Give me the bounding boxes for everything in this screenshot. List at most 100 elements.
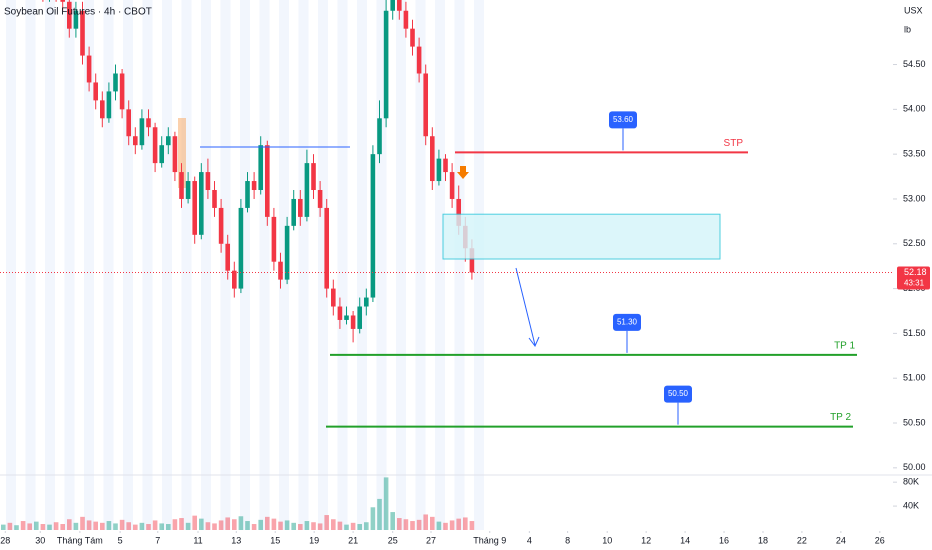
volume-bar xyxy=(199,518,204,530)
unit: lb xyxy=(904,24,911,34)
candle-body xyxy=(410,28,415,47)
session-band xyxy=(454,0,465,530)
price-tag xyxy=(897,266,930,290)
volume-bar xyxy=(311,522,316,530)
volume-bar xyxy=(34,521,39,530)
candle-body xyxy=(205,172,211,190)
candle-body xyxy=(278,261,283,280)
session-band xyxy=(25,0,36,530)
volume-bar xyxy=(27,523,33,530)
volume-bar xyxy=(53,522,59,530)
volume-bar xyxy=(278,521,283,530)
x-tick-label: 12 xyxy=(641,535,651,545)
volume-bar xyxy=(1,524,6,530)
x-tick-label: 27 xyxy=(426,535,436,545)
volume-bar xyxy=(106,521,112,530)
volume-bar xyxy=(119,519,125,530)
volume-bar xyxy=(100,522,105,530)
volume-bar xyxy=(416,519,422,530)
chart-title: Soybean Oil Futures · 4h · CBOT xyxy=(4,7,152,18)
volume-bar xyxy=(47,524,52,530)
price-pane xyxy=(42,0,475,343)
session-band xyxy=(45,0,55,530)
candle-body xyxy=(416,46,422,74)
x-tick-label: 21 xyxy=(348,535,358,545)
x-tick-label: 10 xyxy=(602,535,612,545)
session-shading xyxy=(6,0,484,530)
volume-bar xyxy=(364,522,369,530)
signal-arrow xyxy=(457,166,469,179)
session-band xyxy=(201,0,211,530)
x-tick-label: 19 xyxy=(309,535,319,545)
volume-bar xyxy=(60,524,66,530)
candle-body xyxy=(271,216,277,262)
volume-bar xyxy=(284,520,290,530)
session-band xyxy=(337,0,348,530)
candle-body xyxy=(106,91,112,119)
x-tick-label: 14 xyxy=(680,535,690,545)
candle-body xyxy=(350,315,356,329)
session-band xyxy=(357,0,367,530)
x-tick-label: 28 xyxy=(0,535,10,545)
volume-bar xyxy=(185,522,191,530)
x-tick-label: 8 xyxy=(565,535,570,545)
level-label: TP 2 xyxy=(830,412,851,423)
session-band xyxy=(240,0,250,530)
direction-arrow xyxy=(515,267,540,347)
candle-body xyxy=(185,181,191,199)
candle-body xyxy=(192,181,198,235)
x-tick-label: 22 xyxy=(797,535,807,545)
candle-body xyxy=(370,154,376,298)
volume-bar xyxy=(456,518,462,530)
candle-body xyxy=(119,73,125,110)
volume-bar xyxy=(430,516,435,530)
volume-bar xyxy=(265,516,270,530)
volume-bar xyxy=(344,524,349,530)
x-tick-label: 13 xyxy=(231,535,241,545)
session-band xyxy=(435,0,445,530)
candle-body xyxy=(199,172,204,235)
candle-body xyxy=(430,136,435,182)
session-band xyxy=(64,0,75,530)
volume-bar xyxy=(14,525,19,530)
session-band xyxy=(298,0,309,530)
session-band xyxy=(415,0,426,530)
volume-bar xyxy=(7,522,13,530)
volume-bar xyxy=(331,519,336,530)
y-tick-label: 54.50 xyxy=(903,59,926,69)
volume-bar xyxy=(238,516,244,530)
y-tick-label: 51.00 xyxy=(903,373,926,383)
x-tick-label: Tháng Tám xyxy=(57,535,103,545)
session-band xyxy=(181,0,192,530)
x-tick-label: 25 xyxy=(388,535,398,545)
session-band xyxy=(103,0,114,530)
y-tick-label: 53.50 xyxy=(903,149,926,159)
candle-body xyxy=(443,158,448,173)
callout-label: 51.30 xyxy=(617,318,638,327)
volume-bar xyxy=(159,523,165,530)
candle-body xyxy=(357,306,363,329)
x-tick-label: 11 xyxy=(193,535,202,545)
y-tick-label: 52.50 xyxy=(903,238,926,248)
volume-bar xyxy=(179,518,184,530)
candle-body xyxy=(449,172,455,199)
volume-bar xyxy=(291,522,297,530)
candle-body xyxy=(383,10,389,119)
x-tick-label: 7 xyxy=(155,535,160,545)
volume-bar xyxy=(133,524,138,530)
session-band xyxy=(376,0,387,530)
volume-bar xyxy=(192,515,198,530)
callout-box xyxy=(613,313,641,331)
candle-body xyxy=(337,306,343,320)
volume-bar xyxy=(397,518,402,530)
volume-bar xyxy=(113,523,118,530)
volume-bar xyxy=(20,521,26,530)
volume-bar xyxy=(370,507,376,530)
session-band xyxy=(142,0,153,530)
volume-bar xyxy=(146,524,151,530)
x-tick-label: 15 xyxy=(270,535,280,545)
session-band xyxy=(279,0,289,530)
volume-bar xyxy=(232,519,237,530)
volume-bar xyxy=(337,521,343,530)
level-label: STP xyxy=(724,138,744,149)
